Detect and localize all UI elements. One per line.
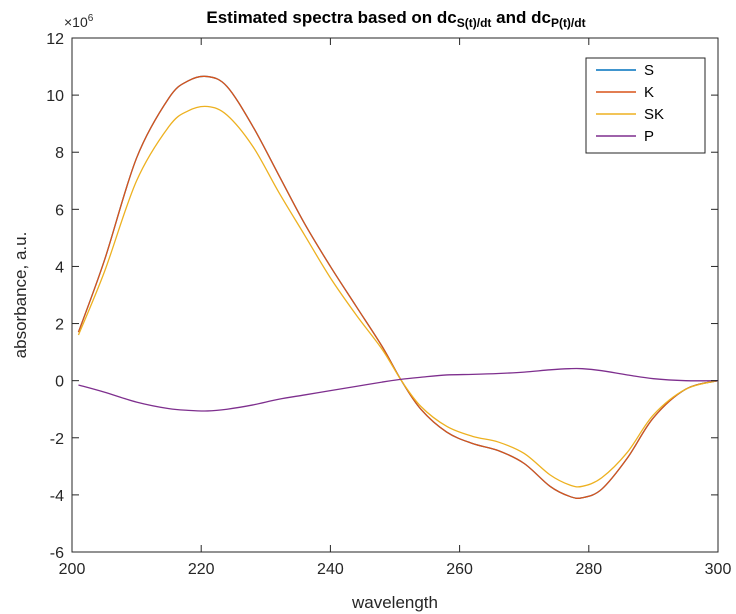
title-segment: Estimated spectra based on dc xyxy=(206,8,456,27)
y-tick-label: 0 xyxy=(55,374,64,391)
legend-label-s: S xyxy=(644,62,654,79)
x-tick-label: 280 xyxy=(575,561,602,578)
y-tick-label: -2 xyxy=(50,431,64,448)
plot-area: 200 220 240 260 280 300 -6 -4 -2 0 2 4 6 8 10 12 xyxy=(46,31,731,578)
x-axis-label: wavelength xyxy=(351,593,438,612)
tick-layer: 200 220 240 260 280 300 -6 -4 -2 0 2 4 6 8 10 12 xyxy=(46,31,731,578)
y-tick-label: 6 xyxy=(55,202,64,219)
x-tick-label: 200 xyxy=(59,561,86,578)
y-exponent-power: 6 xyxy=(88,13,94,24)
y-exponent-base: ×10 xyxy=(64,14,88,30)
x-tick-label: 300 xyxy=(705,561,732,578)
legend-box xyxy=(585,57,706,154)
y-tick-label: 12 xyxy=(46,31,64,48)
title-segment: and dc xyxy=(491,8,551,27)
y-axis-label: absorbance, a.u. xyxy=(11,232,30,359)
y-tick-label: 8 xyxy=(55,145,64,162)
y-tick-label: -4 xyxy=(50,488,64,505)
y-tick-label: -6 xyxy=(50,545,64,562)
legend-label-k: K xyxy=(644,84,654,101)
y-tick-label: 2 xyxy=(55,317,64,334)
series-layer xyxy=(77,75,719,499)
x-tick-label: 260 xyxy=(446,561,473,578)
title-subscript: S(t)/dt xyxy=(457,16,492,30)
title-subscript: P(t)/dt xyxy=(551,16,586,30)
x-tick-label: 220 xyxy=(188,561,215,578)
legend-items: SK SK P xyxy=(596,62,664,145)
legend-label-sk: SK xyxy=(644,106,664,123)
series-line-p xyxy=(78,367,719,412)
legend: SK SK P xyxy=(585,57,706,154)
chart-title: Estimated spectra based on dcS(t)/dt and… xyxy=(206,8,585,30)
y-tick-label: 10 xyxy=(46,88,64,105)
x-tick-label: 240 xyxy=(317,561,344,578)
y-exponent-label: ×106 xyxy=(64,13,94,30)
legend-label-p: P xyxy=(644,128,654,145)
y-tick-label: 4 xyxy=(55,259,64,276)
